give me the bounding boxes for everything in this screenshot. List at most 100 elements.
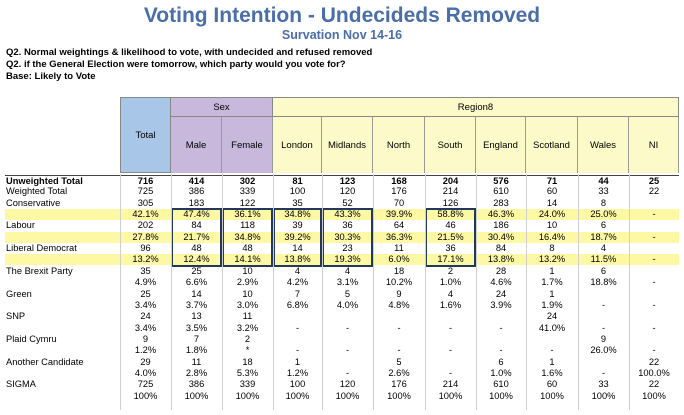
table-cell: 1 [549,356,555,367]
table-cell: 610 [493,379,509,390]
table-cell: 35 [292,197,303,208]
table-cell [373,311,425,322]
table-cell: 3.1% [336,277,359,288]
table-cell: - [345,367,350,378]
table-cell: 202 [137,220,154,231]
table-cell: 13.2% [538,254,566,265]
table-cell: 14 [292,243,303,254]
table-cell [322,311,373,322]
table-cell: 42.1% [132,209,159,220]
table-cell [273,334,322,345]
table-cell: 716 [137,176,154,186]
table-cell: 96 [140,243,151,254]
table-cell: 39.2% [284,231,311,242]
table-cell: 576 [493,176,509,186]
region-header-label: Region8 [457,101,494,113]
table-cell: 10 [546,220,558,231]
table-cell: 2 [447,265,454,276]
table-cell: 22 [648,379,660,390]
column-header-england: England [476,117,526,173]
grid-line [322,174,323,410]
column-header-london: London [273,117,322,173]
table-cell [629,334,679,345]
table-cell: 22 [648,356,660,367]
table-cell: 1 [549,288,555,299]
sex-header: Sex [171,97,273,117]
table-cell: 3.2% [236,322,259,333]
table-cell: 14 [546,197,558,208]
column-header-south: South [425,117,476,173]
table-cell: 84 [495,243,507,254]
table-cell: 23 [342,243,353,254]
table-cell: 36 [445,243,456,254]
table-cell: 2.6% [388,367,410,378]
table-cell: 44 [598,176,609,186]
table-cell: 39.9% [385,209,413,220]
grid-line [171,174,172,410]
table-cell: 64 [393,220,405,231]
table-cell: 8 [549,243,555,254]
table-cell: 6.0% [388,254,410,265]
table-cell: 24.0% [538,209,566,220]
row-label: Another Candidate [6,356,84,367]
column-header-ni: NI [629,117,679,173]
table-cell: 5 [396,356,402,367]
table-cell: 39 [292,220,303,231]
table-cell: 339 [239,379,256,390]
table-cell: 1.6% [439,299,462,310]
table-cell: 36 [342,220,353,231]
table-row: 100% 100% 100% 100% 100% 100% 100% 100% 100% 100%… [5,391,679,402]
table-cell: 8 [600,197,607,208]
table-cell: 81 [292,176,303,186]
table-cell: 24 [546,311,558,322]
table-cell: 43.3% [334,209,361,220]
table-cell: 100% [438,390,463,401]
table-cell: 1 [549,265,555,276]
table-cell: 24 [140,311,151,322]
table-row: 3.4% 3.7% 3.0% 6.8% 4.0% 4.8% 1.6% 3.9% 1.9% - - [5,300,679,311]
table-cell: 14 [191,288,202,299]
table-cell: 13 [191,311,202,322]
table-row: 27.8% 21.7% 34.8% 39.2% 30.3% 36.3% 21.5% 30.4%… [5,231,679,243]
table-cell: 18 [393,265,405,276]
table-cell: 26.0% [590,345,617,356]
table-cell: 25.0% [590,209,617,220]
table-cell: - [652,345,656,356]
column-header-wales: Wales [578,117,629,173]
table-cell: 6.8% [286,299,309,310]
table-cell: 100% [335,390,360,401]
column-header-scotland: Scotland [526,117,578,173]
table-row: Conservative 305 183 122 35 52 70 126 283 14 8 [5,198,679,209]
table-cell [322,357,373,368]
table-cell: 120 [339,186,356,197]
table-cell: 3.0% [236,299,259,310]
table-row: SNP 24 13 11 24 [5,311,679,322]
table-cell: - [601,299,606,310]
table-cell: 6 [498,356,504,367]
table-cell: 6 [600,265,607,276]
table-cell: - [601,367,606,378]
table-cell: 214 [442,379,459,390]
table-cell: 19.3% [334,254,361,265]
table-cell: 9 [396,288,402,299]
table-cell: 100% [591,390,616,401]
table-cell: 5.3% [236,367,259,378]
row-label: The Brexit Party [6,265,73,276]
table-cell: 25 [648,176,660,186]
table-cell: 204 [442,176,459,186]
table-cell: 4 [600,243,607,254]
grid-line [629,174,630,410]
table-cell: 176 [391,186,407,197]
table-row: 13.2% 12.4% 14.1% 13.8% 19.3% 6.0% 17.1% 13.8% 1… [5,254,679,266]
grid-line [273,174,274,410]
table-cell [476,311,526,322]
table-cell: - [345,322,350,333]
table-row: 3.4% 3.5% 3.2% - - - - - 41.0% - - [5,323,679,334]
table-cell [578,311,629,322]
page-subtitle: Survation Nov 14-16 [281,28,403,42]
table-cell: 16.4% [538,231,566,242]
table-cell: 168 [391,176,407,186]
table-cell: - [397,322,401,333]
table-cell: 1.8% [185,345,208,356]
table-cell [629,243,679,254]
